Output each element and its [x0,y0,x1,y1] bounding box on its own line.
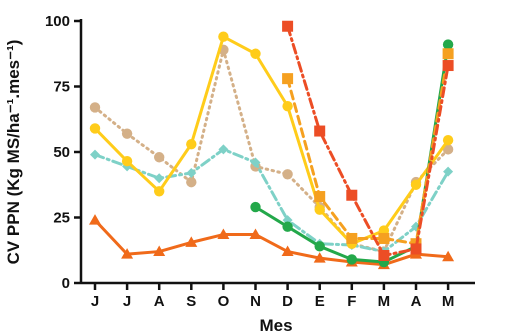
data-point [89,102,101,113]
y-tick-label: 25 [53,210,70,227]
series-line [93,147,450,254]
x-tick-label: M [378,293,391,310]
x-tick-label: J [91,293,99,310]
data-point [314,191,326,203]
data-point [410,243,422,255]
data-point [282,100,293,112]
data-point [442,39,454,50]
series-6 [282,48,454,250]
data-point [89,123,101,134]
data-point [185,236,198,247]
data-point [218,144,229,155]
series-line [93,218,450,267]
data-point [154,173,165,184]
data-point [89,214,101,225]
x-tick-label: N [250,293,261,310]
data-point [250,201,261,213]
x-tick-label: O [218,293,230,310]
data-point [90,149,100,160]
x-tick-label: S [186,293,196,310]
data-point [250,48,261,59]
data-point [249,228,262,240]
data-point [282,73,294,85]
x-axis-title: Mes [259,316,292,335]
data-point [442,144,454,155]
y-tick-label: 100 [45,13,70,30]
data-point [282,221,293,232]
series-4 [89,31,454,249]
data-point [314,125,326,137]
x-tick-label: F [347,293,356,310]
data-point [442,60,454,72]
y-tick-label: 50 [53,144,70,161]
data-point [121,248,134,259]
y-tick-label: 0 [62,275,70,292]
series-2 [89,44,454,257]
x-tick-label: D [282,293,293,310]
series-line [93,35,450,246]
data-point [186,176,197,188]
data-point [121,155,133,167]
data-point [282,169,293,180]
data-point [186,138,197,150]
data-point [346,189,358,201]
data-point [281,245,294,257]
x-tick-label: E [315,293,325,310]
data-point [313,252,326,263]
x-tick-label: M [442,293,455,310]
x-tick-label: J [123,293,131,310]
x-tick-label: A [411,293,422,310]
data-point [154,186,165,197]
data-point [410,179,422,190]
data-point [154,152,165,163]
data-point [250,157,261,168]
data-point [282,20,294,32]
data-point [314,204,325,215]
data-point [346,232,358,244]
data-point [378,232,390,244]
data-point [443,166,454,177]
x-tick-label: A [154,293,165,310]
y-ticks: 0 25 50 75 100 [45,13,81,292]
data-point [442,135,454,146]
data-point [186,167,197,178]
data-point [442,48,454,60]
y-tick-label: 75 [53,79,70,96]
data-point [153,245,166,257]
data-point [217,228,230,240]
data-point [378,249,390,261]
data-point [121,128,133,139]
y-axis-title: CV PPN (Kg MS/ha⁻¹.mes⁻¹) [4,40,23,265]
data-point [442,250,455,262]
series-7 [282,20,454,261]
data-point [218,31,229,42]
data-point [346,254,357,265]
data-point [314,241,325,252]
series-layer [89,20,455,270]
series-line [286,24,450,257]
